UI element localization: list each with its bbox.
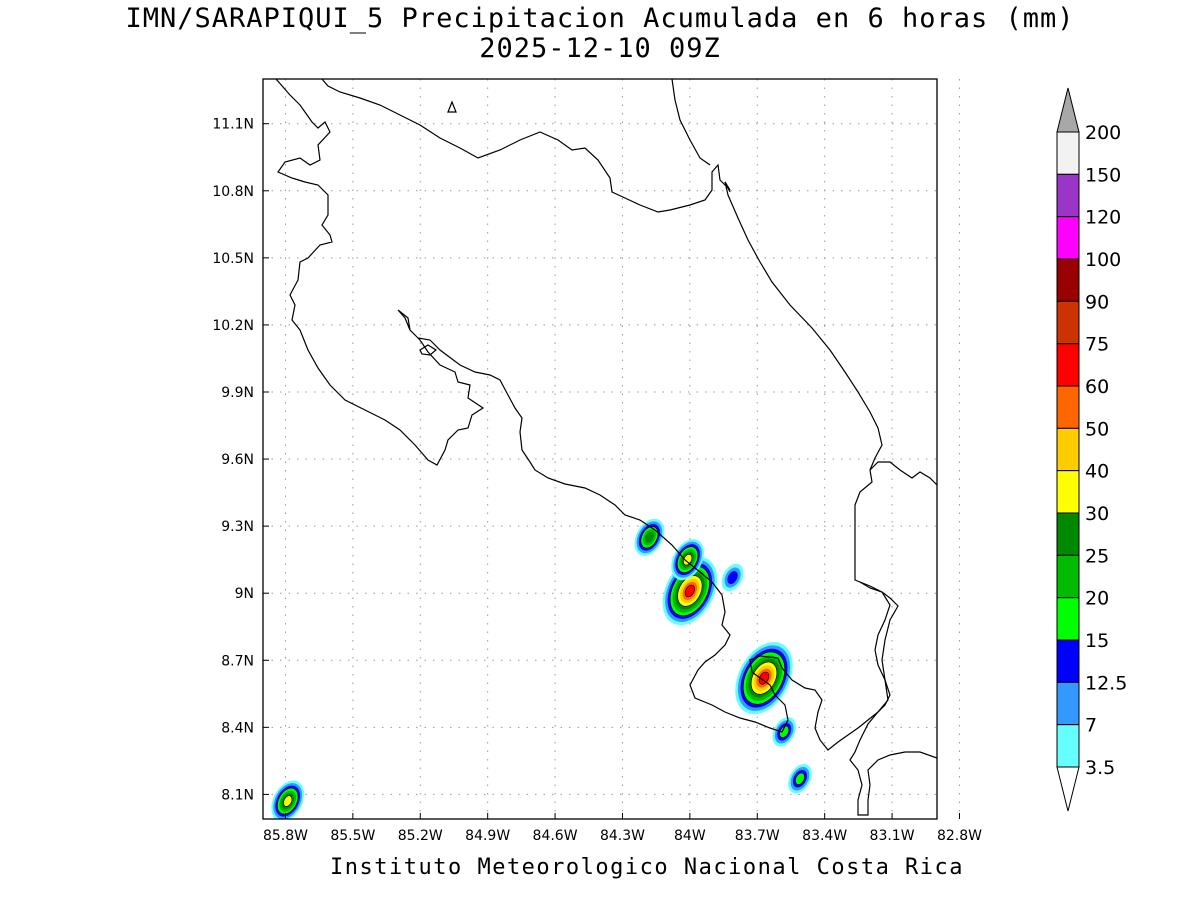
colorbar-label: 100 bbox=[1085, 249, 1121, 271]
precip-contour-line bbox=[277, 787, 299, 815]
colorbar-max-triangle bbox=[1056, 87, 1080, 133]
precip-contour bbox=[759, 672, 769, 685]
precip-contour-line bbox=[676, 546, 699, 573]
gulf-island bbox=[419, 344, 438, 356]
lat-tick-label: 10.2N bbox=[212, 318, 254, 334]
precip-contour-line bbox=[669, 565, 710, 617]
precip-contour-line bbox=[684, 584, 695, 598]
institution-credit: Instituto Meteorologico Nacional Costa R… bbox=[330, 855, 965, 880]
colorbar-band bbox=[1056, 470, 1080, 514]
lat-tick-label: 10.8N bbox=[212, 184, 254, 200]
colorbar-label: 75 bbox=[1085, 334, 1109, 356]
colorbar-band bbox=[1056, 258, 1080, 302]
precip-contour bbox=[779, 726, 789, 738]
lon-tick-label: 84.3W bbox=[600, 828, 645, 844]
precipitation-field bbox=[271, 518, 812, 819]
map-title: IMN/SARAPIQUI_5 Precipitacion Acumulada … bbox=[125, 3, 1075, 34]
lat-tick-label: 10.5N bbox=[212, 251, 254, 267]
precip-contour-line bbox=[758, 671, 770, 685]
map-datetime: 2025-12-10 09Z bbox=[479, 33, 721, 64]
colorbar-label: 150 bbox=[1085, 164, 1121, 186]
colorbar-band bbox=[1056, 639, 1080, 683]
lon-tick-label: 85.8W bbox=[263, 828, 308, 844]
precip-contour-line bbox=[742, 651, 786, 705]
grid bbox=[263, 79, 960, 819]
colorbar-label: 40 bbox=[1085, 461, 1109, 483]
precip-cell bbox=[772, 717, 796, 747]
precip-contour-line bbox=[640, 526, 659, 549]
precip-contour-line bbox=[677, 575, 703, 607]
precip-contour-line bbox=[683, 554, 693, 566]
lon-tick-label: 84W bbox=[674, 828, 706, 844]
coastline bbox=[275, 79, 937, 816]
colorbar-band bbox=[1056, 385, 1080, 429]
colorbar-label: 30 bbox=[1085, 503, 1109, 525]
plot-frame bbox=[262, 78, 938, 820]
lon-tick-label: 84.9W bbox=[465, 828, 510, 844]
colorbar-band bbox=[1056, 300, 1080, 345]
coastline-pacific bbox=[275, 79, 891, 751]
lon-tick-label: 83.4W bbox=[802, 828, 847, 844]
lat-tick-label: 8.7N bbox=[221, 653, 254, 669]
colorbar-label: 120 bbox=[1085, 207, 1121, 229]
lon-tick-label: 83.1W bbox=[870, 828, 915, 844]
lon-tick-label: 84.6W bbox=[533, 828, 578, 844]
precip-contour-line bbox=[779, 725, 790, 738]
colorbar-label: 3.5 bbox=[1085, 757, 1115, 779]
lat-tick-label: 9.6N bbox=[221, 452, 254, 468]
colorbar-label: 12.5 bbox=[1085, 672, 1127, 694]
precip-contour bbox=[645, 531, 654, 543]
precip-contour bbox=[683, 554, 692, 566]
lat-tick-label: 11.1N bbox=[212, 117, 254, 133]
precip-contour bbox=[795, 772, 805, 785]
coastline-caribbean bbox=[321, 79, 937, 816]
colorbar-band bbox=[1056, 427, 1080, 472]
nicaragua-border bbox=[671, 79, 711, 166]
colorbar-band bbox=[1056, 681, 1080, 726]
coastline-east bbox=[869, 461, 937, 486]
lon-tick-label: 85.2W bbox=[398, 828, 443, 844]
colorbar-band bbox=[1056, 173, 1080, 218]
lat-tick-label: 8.1N bbox=[221, 787, 254, 803]
colorbar-band bbox=[1056, 131, 1080, 175]
precip-cell bbox=[788, 764, 812, 794]
colorbar-min-triangle bbox=[1056, 766, 1080, 812]
colorbar-label: 20 bbox=[1085, 588, 1109, 610]
lon-tick-label: 83.7W bbox=[735, 828, 780, 844]
colorbar-label: 200 bbox=[1085, 122, 1121, 144]
colorbar-band bbox=[1056, 512, 1080, 556]
colorbar-label: 50 bbox=[1085, 418, 1109, 440]
precip-contour-line bbox=[283, 795, 293, 807]
colorbar-label: 15 bbox=[1085, 630, 1109, 652]
precip-cell bbox=[735, 642, 793, 715]
precip-cell bbox=[271, 780, 305, 819]
precip-contour bbox=[727, 571, 738, 585]
colorbar-label: 7 bbox=[1085, 715, 1097, 737]
colorbar-band bbox=[1056, 216, 1080, 260]
precip-cell bbox=[634, 518, 665, 556]
colorbar-legend: 200 150 120 100 90 75 60 50 40 30 25 20 15 12.5 7 3.5 bbox=[1056, 87, 1127, 812]
precip-contour bbox=[283, 795, 292, 807]
lat-tick-label: 9N bbox=[235, 586, 254, 602]
lake-arenal bbox=[724, 181, 731, 193]
lon-tick-label: 82.8W bbox=[937, 828, 982, 844]
colorbar-band bbox=[1056, 597, 1080, 641]
lon-tick-label: 85.5W bbox=[330, 828, 375, 844]
precip-cell bbox=[721, 563, 744, 592]
precip-cell bbox=[671, 539, 705, 581]
colorbar-band bbox=[1056, 724, 1080, 768]
axis-ticks: 85.8W 85.5W 85.2W 84.9W 84.6W 84.3W 84W 83.7W 83… bbox=[212, 117, 982, 844]
lat-tick-label: 9.9N bbox=[221, 385, 254, 401]
lat-tick-label: 8.4N bbox=[221, 720, 254, 736]
lake-islet bbox=[447, 100, 457, 113]
lat-tick-label: 9.3N bbox=[221, 519, 254, 535]
precip-contour-line bbox=[795, 772, 805, 785]
colorbar-label: 90 bbox=[1085, 291, 1109, 313]
colorbar-label: 60 bbox=[1085, 376, 1109, 398]
precip-contour bbox=[685, 585, 695, 597]
colorbar-band bbox=[1056, 343, 1080, 387]
colorbar-band bbox=[1056, 554, 1080, 599]
colorbar-label: 25 bbox=[1085, 545, 1109, 567]
